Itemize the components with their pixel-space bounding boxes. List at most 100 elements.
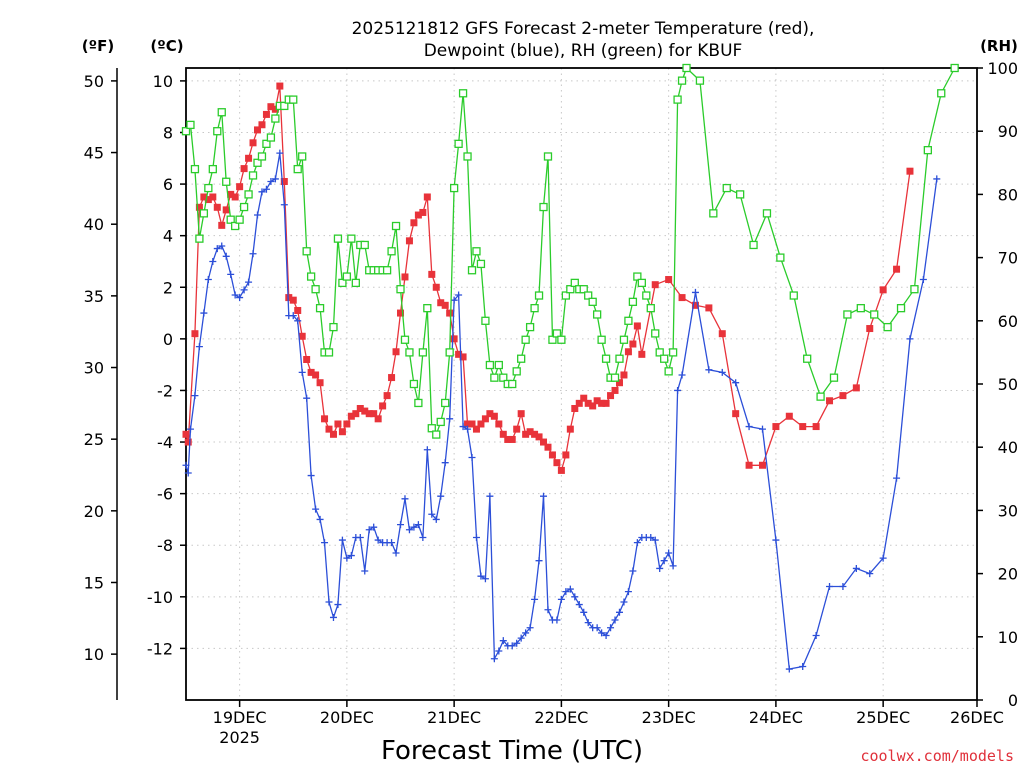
temperature-point — [718, 330, 726, 338]
temperature-point — [615, 379, 623, 387]
temperature-point — [410, 219, 418, 227]
rh-tick-label: 30 — [998, 501, 1018, 520]
rh-point — [324, 348, 334, 357]
dewpoint-point — [660, 557, 668, 565]
rh-point — [289, 95, 298, 104]
rh-point — [870, 310, 879, 319]
rh-point — [382, 266, 392, 275]
rh-point — [646, 304, 655, 313]
dewpoint-point — [361, 567, 369, 575]
fahrenheit-tick-label: 20 — [84, 502, 104, 521]
temperature-point — [772, 423, 780, 431]
temperature-point — [218, 221, 226, 229]
rh-point — [360, 240, 369, 250]
rh-point — [449, 183, 459, 193]
temperature-point — [361, 407, 369, 415]
dewpoint-point — [495, 647, 503, 655]
temperature-point — [839, 392, 847, 400]
rh-point — [597, 335, 606, 344]
rh-point — [204, 183, 213, 193]
temperature-point — [745, 461, 753, 469]
dewpoint-point — [356, 533, 364, 541]
rh-point — [789, 291, 798, 300]
dewpoint-point — [758, 425, 766, 433]
series-line — [185, 66, 956, 437]
temperature-point — [276, 82, 284, 90]
fahrenheit-tick-label: 25 — [84, 430, 104, 449]
celsius-tick-label: -10 — [147, 588, 173, 607]
dewpoint-point — [607, 624, 615, 632]
rh-point — [329, 322, 338, 332]
dewpoint-point — [365, 526, 373, 534]
rh-point — [351, 278, 360, 288]
dewpoint-point — [799, 662, 807, 670]
dewpoint-point — [428, 510, 436, 518]
temperature-point — [629, 340, 637, 348]
dewpoint-point — [249, 250, 257, 258]
dewpoint-point — [405, 526, 413, 534]
temperature-point — [812, 423, 820, 431]
dewpoint-point — [388, 539, 396, 547]
rh-point — [445, 348, 454, 357]
dewpoint-point — [338, 536, 346, 544]
temperature-point — [535, 433, 543, 441]
dewpoint-point — [490, 655, 498, 663]
dewpoint-point — [423, 446, 431, 454]
rh-point — [534, 291, 544, 300]
rh-point — [896, 304, 906, 313]
celsius-tick-label: -8 — [157, 536, 173, 555]
celsius-tick-label: 8 — [163, 123, 173, 142]
rh-point — [231, 221, 240, 231]
dewpoint-point — [186, 425, 194, 433]
rh-point — [441, 398, 450, 408]
dewpoint-point — [575, 601, 583, 609]
temperature-point — [879, 286, 887, 294]
rh-point — [472, 247, 481, 256]
dewpoint-point — [544, 606, 552, 614]
dewpoint-point — [602, 632, 610, 640]
temperature-point — [289, 296, 297, 304]
dewpoint-point — [182, 461, 190, 469]
temperature-point — [267, 103, 275, 111]
celsius-tick-label: 6 — [163, 175, 173, 194]
rh-point — [436, 417, 445, 427]
dewpoint-point — [307, 472, 315, 480]
temperature-point — [298, 332, 306, 340]
dewpoint-point — [464, 425, 472, 433]
dewpoint-point — [195, 343, 203, 351]
dewpoint-point — [933, 175, 941, 183]
rh-point — [517, 354, 526, 363]
celsius-tick-label: -6 — [157, 485, 173, 504]
time-tick-year-label: 2025 — [219, 728, 260, 747]
dewpoint-point — [674, 386, 682, 394]
rh-tick-label: 20 — [998, 565, 1018, 584]
temperature-point — [651, 281, 659, 289]
temperature-point — [799, 423, 807, 431]
dewpoint-point — [316, 515, 324, 523]
dewpoint-point — [826, 582, 834, 590]
rh-point — [427, 424, 436, 433]
dewpoint-point — [598, 629, 606, 637]
celsius-tick-label: 10 — [153, 72, 173, 91]
rh-point — [387, 247, 396, 256]
rh-point — [458, 89, 468, 98]
rh-point — [293, 164, 302, 174]
temperature-point — [852, 384, 860, 392]
rh-point — [543, 152, 553, 161]
dewpoint-point — [432, 515, 440, 523]
dewpoint-point — [785, 665, 793, 673]
rh-point — [253, 158, 262, 167]
rh-point — [271, 114, 280, 123]
rh-point — [280, 101, 289, 111]
rh-point — [222, 177, 231, 186]
dewpoint-point — [486, 492, 494, 500]
rh-point — [463, 152, 472, 161]
dewpoint-point — [370, 523, 378, 531]
rh-point — [508, 379, 517, 389]
rh-point — [499, 373, 508, 382]
temperature-point — [254, 126, 262, 134]
rh-point — [217, 108, 226, 117]
dewpoint-point — [289, 312, 297, 320]
rh-point — [561, 291, 571, 300]
dewpoint-point — [312, 505, 320, 513]
